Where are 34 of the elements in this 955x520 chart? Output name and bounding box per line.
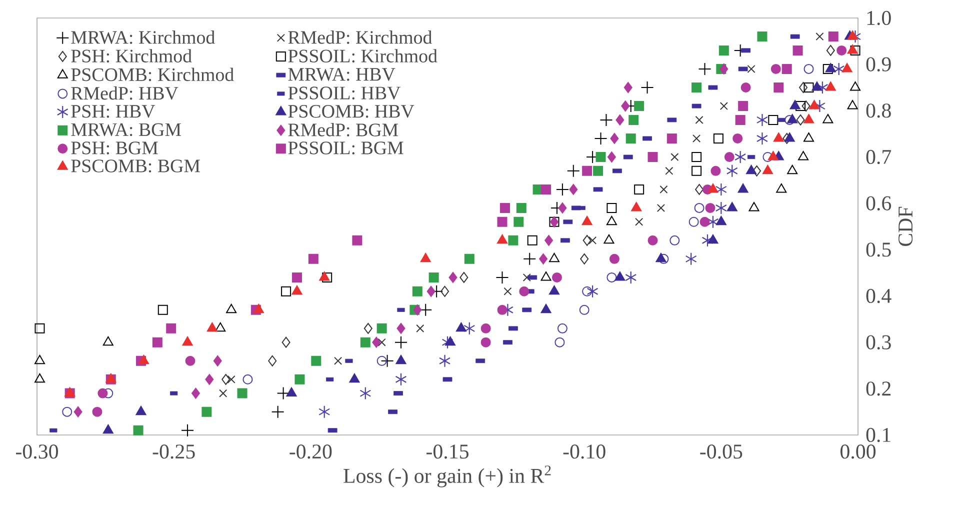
x-tick-label: -0.15 — [426, 444, 468, 459]
legend-label: PSCOMB: Kirchmod — [71, 68, 234, 82]
legend-label: PSSOIL: Kirchmod — [288, 49, 438, 63]
legend-label: PSCOMB: HBV — [288, 104, 414, 118]
legend-label: RMedP: BGM — [288, 123, 398, 136]
y-tick-label: 0.7 — [866, 150, 892, 164]
y-tick-label: 0.6 — [866, 196, 892, 210]
x-tick-label: -0.25 — [152, 444, 195, 459]
legend-label: RMedP: Kirchmod — [288, 30, 432, 44]
y-tick-label: 0.4 — [866, 288, 892, 304]
y-tick-label: 0.3 — [866, 335, 891, 350]
x-tick-label: -0.05 — [700, 444, 742, 459]
x-tick-label: -0.10 — [563, 444, 606, 459]
x-tick-label: 0.00 — [840, 444, 876, 459]
legend-label: RMedP: HBV — [71, 86, 178, 100]
legend-label: MRWA: Kirchmod — [71, 30, 215, 44]
x-axis-title: Loss (-) or gain (+) in R$^{2}$ — [344, 466, 551, 488]
legend-label: PSH: HBV — [71, 104, 156, 118]
legend-label: PSCOMB: BGM — [71, 160, 200, 172]
legend-label: MRWA: HBV — [288, 68, 396, 81]
y-tick-label: 0.8 — [866, 104, 891, 118]
y-tick-label: 0.2 — [866, 382, 891, 396]
y-tick-label: 0.1 — [866, 428, 890, 442]
legend-label: PSSOIL: BGM — [288, 142, 404, 154]
legend-label: PSH: BGM — [71, 142, 158, 154]
x-tick-label: -0.20 — [290, 444, 332, 459]
y-tick-label: 0.9 — [866, 57, 891, 72]
y-axis-title: CDF — [898, 206, 913, 246]
x-tick-label: -0.30 — [16, 444, 58, 459]
legend-label: MRWA: BGM — [71, 123, 181, 136]
legend-label: PSSOIL: HBV — [288, 86, 400, 100]
y-tick-label: 1.0 — [867, 10, 891, 26]
y-tick-label: 0.5 — [866, 242, 891, 257]
legend-label: PSH: Kirchmod — [71, 49, 192, 63]
